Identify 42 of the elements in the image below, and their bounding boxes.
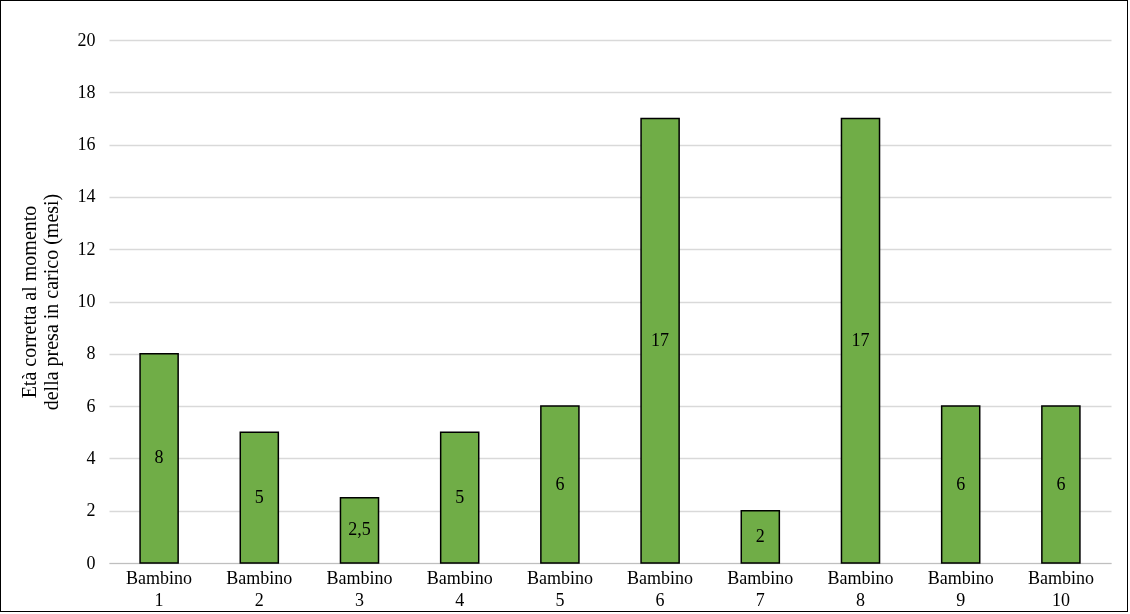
- bar: [540, 405, 580, 564]
- bar: [840, 117, 881, 564]
- bar: [439, 431, 480, 564]
- data-label: 5: [455, 486, 465, 507]
- x-tick-label: Bambino 1: [126, 567, 193, 610]
- bar: [640, 117, 680, 564]
- data-label: 17: [851, 329, 870, 350]
- y-tick-label: 12: [77, 238, 96, 259]
- x-tick-label: Bambino 8: [827, 567, 894, 610]
- bar: [239, 431, 280, 564]
- y-tick-label: 0: [86, 552, 96, 573]
- bar: [139, 353, 179, 564]
- y-tick-label: 10: [77, 291, 96, 311]
- data-label: 8: [154, 447, 164, 468]
- y-tick-label: 20: [77, 29, 96, 50]
- y-tick-label: 4: [86, 447, 96, 468]
- data-label: 6: [555, 473, 565, 494]
- x-tick-label: Bambino 2: [226, 567, 293, 610]
- x-tick-label: Bambino 5: [526, 567, 593, 610]
- x-tick-label: Bambino 4: [426, 567, 493, 610]
- y-tick-label: 6: [86, 395, 96, 416]
- data-label: 6: [1056, 473, 1066, 494]
- y-tick-label: 8: [86, 343, 96, 364]
- bar: [940, 405, 981, 564]
- y-tick-label: 2: [86, 500, 96, 521]
- y-tick-label: 18: [77, 81, 96, 102]
- x-tick-label: Bambino 10: [1027, 567, 1094, 610]
- bar: [1041, 405, 1081, 564]
- data-label: 2,5: [348, 519, 371, 540]
- y-tick-label: 16: [77, 134, 96, 155]
- bar: [740, 509, 781, 564]
- x-tick-label: Bambino 7: [727, 567, 794, 610]
- data-label: 6: [956, 473, 966, 494]
- y-tick-label: 14: [77, 186, 96, 207]
- data-label: 5: [254, 486, 264, 507]
- data-label: 2: [755, 525, 765, 546]
- bar: [339, 496, 380, 564]
- y-axis-title: Età corretta al momento della presa in carico (mesi): [17, 193, 63, 411]
- x-tick-label: Bambino 9: [927, 567, 994, 610]
- x-tick-label: Bambino 6: [627, 567, 694, 610]
- x-tick-label: Bambino 3: [326, 567, 393, 610]
- data-label: 17: [651, 329, 670, 350]
